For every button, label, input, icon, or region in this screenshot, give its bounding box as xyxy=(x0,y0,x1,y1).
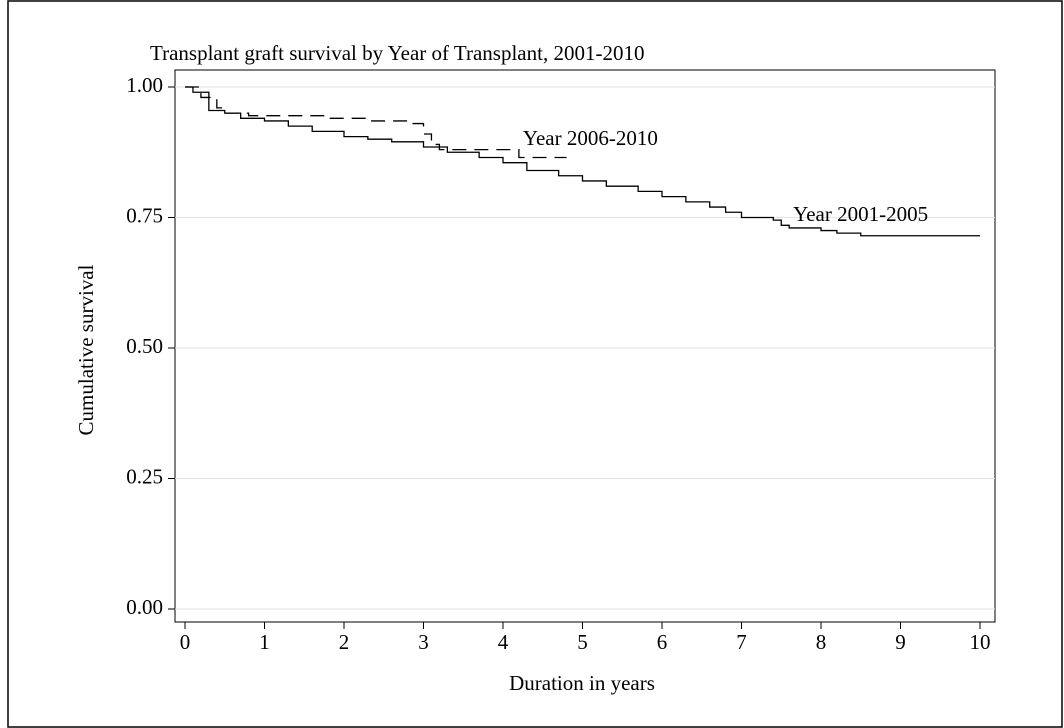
y-axis-label: Cumulative survival xyxy=(74,264,98,435)
y-tick-label: 0.00 xyxy=(126,595,163,619)
x-tick-label: 6 xyxy=(657,630,668,654)
survival-line xyxy=(185,86,567,159)
x-tick-label: 9 xyxy=(895,630,906,654)
series-label: Year 2001-2005 xyxy=(793,202,928,226)
survival-line xyxy=(185,86,980,237)
x-tick-label: 10 xyxy=(970,630,991,654)
y-tick-label: 0.25 xyxy=(126,464,163,488)
x-tick-label: 5 xyxy=(577,630,588,654)
y-tick-label: 0.75 xyxy=(126,203,163,227)
y-tick-label: 1.00 xyxy=(126,73,163,97)
outer-frame xyxy=(7,0,1063,728)
chart-title: Transplant graft survival by Year of Tra… xyxy=(150,41,644,65)
x-tick-label: 3 xyxy=(418,630,429,654)
x-tick-label: 7 xyxy=(736,630,747,654)
x-tick-label: 2 xyxy=(339,630,350,654)
x-tick-label: 1 xyxy=(259,630,270,654)
x-tick-label: 8 xyxy=(816,630,827,654)
plot-frame xyxy=(174,69,996,623)
y-tick-label: 0.50 xyxy=(126,334,163,358)
series-label: Year 2006-2010 xyxy=(523,126,658,150)
x-tick-label: 4 xyxy=(498,630,509,654)
x-axis-label: Duration in years xyxy=(509,671,655,695)
x-tick-label: 0 xyxy=(180,630,191,654)
